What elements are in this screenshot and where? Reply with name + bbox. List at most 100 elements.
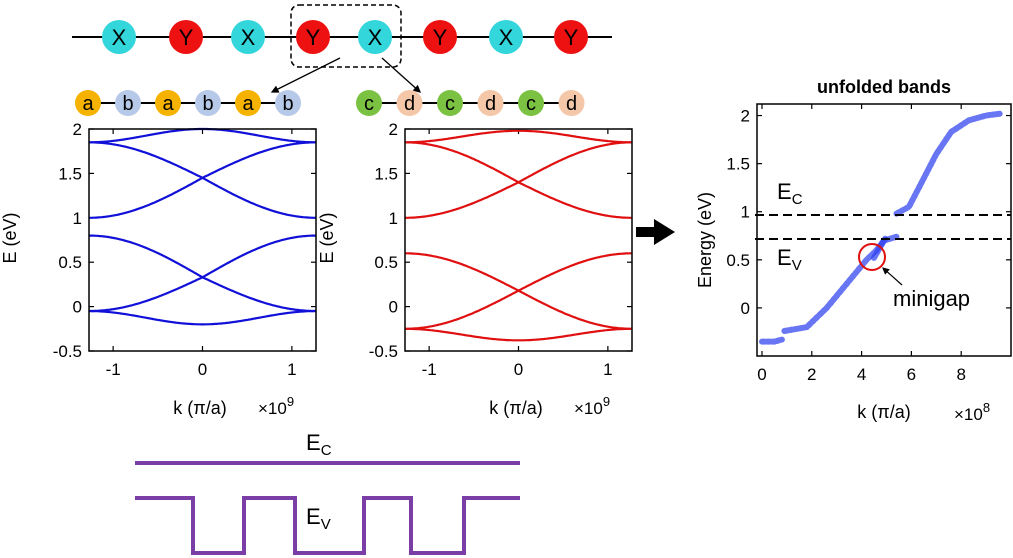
minigap-circle <box>858 243 886 271</box>
unfolded-ec-label: EC <box>777 179 803 208</box>
subchain-site-label: d <box>566 93 577 115</box>
subchain-site-d <box>477 90 504 116</box>
unfolded-ev-letter: E <box>777 245 792 270</box>
xtick-label: -1 <box>422 360 437 379</box>
ytick-label: 1 <box>741 203 750 222</box>
ytick-label: 0 <box>389 298 398 317</box>
plot-left-ylabel: E (eV) <box>0 212 20 263</box>
atom-label: Y <box>564 25 579 50</box>
arrow-to-left-subchain <box>270 57 341 93</box>
unfolded-bands-plot: unfolded bands Energy (eV) 0 0.5 1 1.5 2 0 2 4… <box>695 77 1012 424</box>
unfolded-multiplier: ×108 <box>954 400 990 424</box>
atom-y <box>423 20 457 54</box>
ytick-label: 1.5 <box>726 155 750 174</box>
band-curve-3 <box>89 234 316 279</box>
subchain-site-label: d <box>404 93 415 115</box>
band-plot-right: E (eV) -0.5 0 0.5 1 1.5 2 -1 0 1 k (π/a) ×109 <box>317 120 633 418</box>
subchain-site-label: a <box>242 93 254 115</box>
atom-label: Y <box>433 25 448 50</box>
subchain-site-b <box>115 90 141 116</box>
subchain-site-c <box>356 90 382 116</box>
atom-label: X <box>368 25 383 50</box>
subchain-site-label: c <box>364 93 374 115</box>
band-diagram-ec-sub: C <box>321 442 332 459</box>
band-curve-5 <box>89 141 316 180</box>
ytick-label: 0.5 <box>58 253 82 272</box>
xtick-label: 1 <box>287 360 296 379</box>
plot-right-frame <box>404 128 633 352</box>
plot-left-multiplier-exp: 9 <box>287 394 294 409</box>
band-diagram-ec-label: EC <box>306 430 332 459</box>
unfold-arrow-head <box>654 219 675 245</box>
ytick-label: 0.5 <box>726 251 750 270</box>
atom-y <box>554 20 588 54</box>
band-curve-2 <box>89 276 316 313</box>
subchain-site-label: b <box>202 93 213 115</box>
subchain-site-b <box>275 90 301 116</box>
xtick-label: 2 <box>807 365 816 384</box>
atom-x <box>102 20 136 54</box>
unfolded-band-segment-2 <box>781 235 889 334</box>
ytick-label: 0 <box>741 299 750 318</box>
ytick-label: -0.5 <box>369 342 398 361</box>
unfold-arrow-shaft <box>636 227 656 237</box>
atom-y <box>169 20 203 54</box>
xtick-label: 4 <box>857 365 866 384</box>
minigap-label: minigap <box>893 286 970 311</box>
atom-x <box>231 20 265 54</box>
atom-label: Y <box>306 25 321 50</box>
atom-x <box>489 20 523 54</box>
ytick-label: -0.5 <box>53 342 82 361</box>
plot-left-multiplier: ×109 <box>258 394 294 418</box>
band-curve-4 <box>89 176 316 219</box>
ytick-label: 1.5 <box>374 164 398 183</box>
arrow-to-right-subchain <box>381 57 421 93</box>
ytick-label: 1 <box>73 209 82 228</box>
unfolded-band-segment-1 <box>759 336 785 345</box>
ytick-label: 0.5 <box>374 253 398 272</box>
atom-y <box>296 20 330 54</box>
subchain-site-label: c <box>526 93 536 115</box>
xtick-label: 0 <box>198 360 207 379</box>
xtick-label: 8 <box>956 365 965 384</box>
ytick-label: 2 <box>741 107 750 126</box>
plot-right-multiplier-exp: 9 <box>603 394 610 409</box>
unfolded-band-segment-4 <box>893 110 1004 217</box>
plot-right-ylabel: E (eV) <box>317 212 337 263</box>
xtick-label: 0 <box>514 360 523 379</box>
unit-cell-box <box>290 4 402 68</box>
unfolded-multiplier-base: ×10 <box>954 405 983 424</box>
plot-right-multiplier: ×109 <box>574 394 610 418</box>
unfolded-frame <box>756 103 1012 357</box>
ytick-label: 2 <box>389 120 398 139</box>
xtick-label: -1 <box>106 360 121 379</box>
unfolded-ec-letter: E <box>777 179 792 204</box>
ytick-label: 0 <box>73 298 82 317</box>
plot-left-xlabel: k (π/a) <box>173 398 226 418</box>
subchain-site-a <box>155 90 181 116</box>
unfolded-xlabel: k (π/a) <box>857 402 910 422</box>
ytick-label: 1 <box>389 209 398 228</box>
subchain-site-label: a <box>82 93 94 115</box>
unfolded-ec-sub: C <box>792 191 803 208</box>
unfolded-ev-sub: V <box>792 257 802 274</box>
subchain-site-d <box>396 90 423 116</box>
band-curve-4 <box>405 181 632 219</box>
band-curve-2 <box>405 289 632 330</box>
atom-label: Y <box>179 25 194 50</box>
subchain-site-a <box>235 90 261 116</box>
band-diagram-ev-label: EV <box>306 504 331 533</box>
subchain-site-b <box>195 90 221 116</box>
ytick-label: 1.5 <box>58 164 82 183</box>
minigap-arrow <box>882 267 903 286</box>
unfolded-title: unfolded bands <box>817 77 951 97</box>
plot-right-xlabel: k (π/a) <box>489 398 542 418</box>
plot-left-frame <box>88 128 317 352</box>
band-diagram-ec-letter: E <box>306 430 321 455</box>
band-curve-1 <box>89 309 316 326</box>
subchain-site-label: b <box>282 93 293 115</box>
